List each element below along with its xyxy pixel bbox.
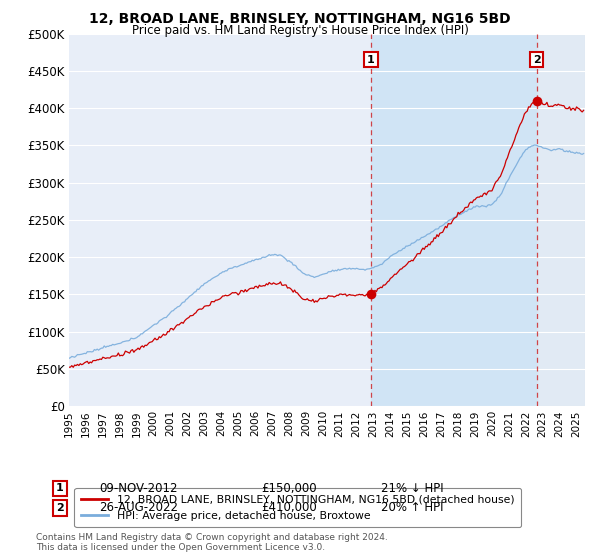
- Text: 21% ↓ HPI: 21% ↓ HPI: [381, 482, 443, 495]
- Text: Price paid vs. HM Land Registry's House Price Index (HPI): Price paid vs. HM Land Registry's House …: [131, 24, 469, 37]
- Text: 26-AUG-2022: 26-AUG-2022: [99, 501, 178, 515]
- Legend: 12, BROAD LANE, BRINSLEY, NOTTINGHAM, NG16 5BD (detached house), HPI: Average pr: 12, BROAD LANE, BRINSLEY, NOTTINGHAM, NG…: [74, 488, 521, 528]
- Text: £410,000: £410,000: [261, 501, 317, 515]
- Text: This data is licensed under the Open Government Licence v3.0.: This data is licensed under the Open Gov…: [36, 543, 325, 552]
- Text: Contains HM Land Registry data © Crown copyright and database right 2024.: Contains HM Land Registry data © Crown c…: [36, 533, 388, 542]
- Text: £150,000: £150,000: [261, 482, 317, 495]
- Bar: [537, 34, 585, 406]
- Text: 1: 1: [56, 483, 64, 493]
- Text: 20% ↑ HPI: 20% ↑ HPI: [381, 501, 443, 515]
- Text: 12, BROAD LANE, BRINSLEY, NOTTINGHAM, NG16 5BD: 12, BROAD LANE, BRINSLEY, NOTTINGHAM, NG…: [89, 12, 511, 26]
- Text: 2: 2: [533, 55, 541, 64]
- Text: 09-NOV-2012: 09-NOV-2012: [99, 482, 178, 495]
- Text: 2: 2: [56, 503, 64, 513]
- Bar: [371, 34, 537, 406]
- Text: 1: 1: [367, 55, 375, 64]
